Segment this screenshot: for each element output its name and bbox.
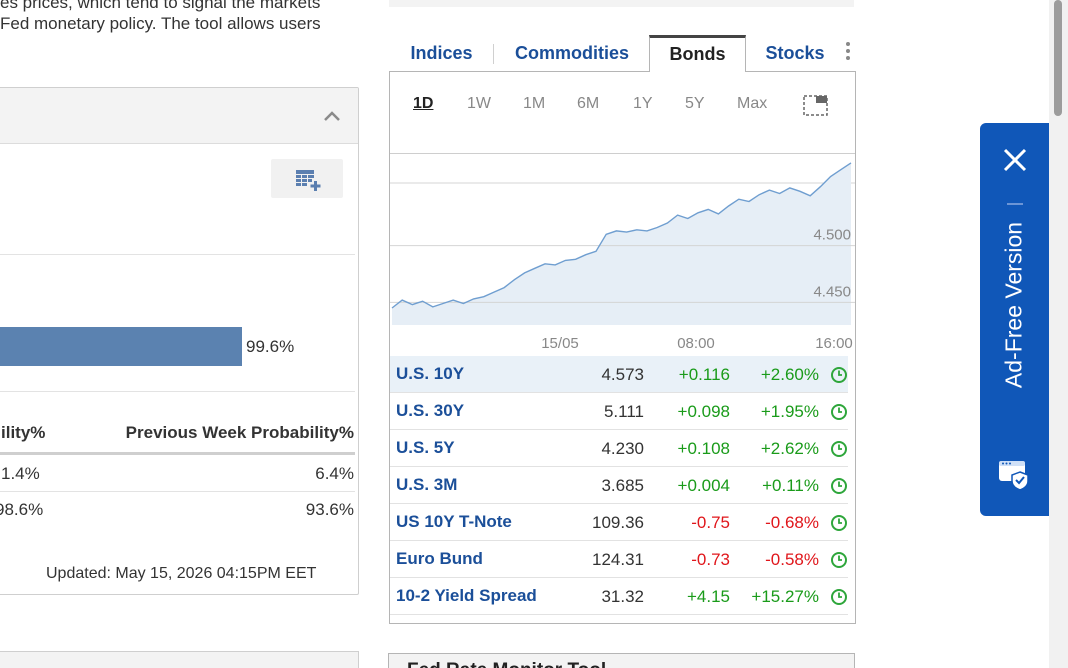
intro-line-1: es prices, which tend to signal the mark… [0, 0, 321, 12]
probability-bar [0, 327, 242, 366]
table-add-icon [296, 170, 321, 191]
clock-icon [831, 367, 847, 383]
bonds-widget: 1D 1W 1M 6M 1Y 5Y Max 4.450 4.500 15/05 08:… [389, 71, 856, 624]
quote-change: +0.004 [677, 476, 730, 495]
clock-icon [831, 441, 847, 457]
quote-row[interactable]: U.S. 5Y 4.230 +0.108 +2.62% [390, 430, 848, 467]
column-header-underline [0, 452, 355, 455]
yield-chart[interactable]: 4.450 4.500 15/05 08:00 16:00 [390, 153, 855, 355]
tab-stocks[interactable]: Stocks [765, 43, 825, 63]
row-1-previous: 6.4% [315, 464, 354, 483]
quote-last: 124.31 [592, 550, 644, 569]
quote-change: +4.15 [686, 587, 730, 606]
clock-icon [831, 404, 847, 420]
quote-name[interactable]: U.S. 30Y [396, 401, 465, 420]
intro-text: es prices, which tend to signal the mark… [0, 0, 360, 34]
quote-name[interactable]: U.S. 10Y [396, 364, 465, 383]
quote-row[interactable]: 10-2 Yield Spread 31.32 +4.15 +15.27% [390, 578, 848, 615]
quote-name[interactable]: U.S. 5Y [396, 438, 455, 457]
x-tick-label: 08:00 [677, 335, 715, 352]
x-tick-label: 15/05 [541, 335, 579, 352]
market-tabs: Indices Commodities Bonds Stocks [389, 35, 856, 72]
column-header-previous: Previous Week Probability% [125, 423, 354, 442]
chevron-up-icon[interactable] [322, 106, 342, 126]
quote-change: +0.098 [677, 402, 730, 421]
quotes-table: U.S. 10Y 4.573 +0.116 +2.60% U.S. 30Y 5.111 +0… [390, 356, 855, 615]
quote-row[interactable]: Euro Bund 124.31 -0.73 -0.58% [390, 541, 848, 578]
intro-line-2: Fed monetary policy. The tool allows use… [0, 14, 321, 33]
quote-name[interactable]: 10-2 Yield Spread [396, 586, 537, 605]
quote-row[interactable]: U.S. 3M 3.685 +0.004 +0.11% [390, 467, 848, 504]
quote-change-percent: -0.58% [765, 550, 819, 569]
range-1y[interactable]: 1Y [633, 95, 653, 112]
quote-last: 3.685 [601, 476, 644, 495]
widget-top-bar [389, 0, 854, 7]
quote-row[interactable]: U.S. 10Y 4.573 +0.116 +2.60% [390, 356, 848, 393]
row-2-previous: 93.6% [305, 500, 354, 519]
page-scrollbar[interactable] [1049, 0, 1068, 668]
y-tick-label: 4.450 [813, 283, 851, 300]
ad-free-tab[interactable]: Ad-Free Version [980, 123, 1049, 516]
ad-free-label[interactable]: Ad-Free Version [1000, 221, 1027, 389]
quote-row[interactable]: U.S. 30Y 5.111 +0.098 +1.95% [390, 393, 848, 430]
probability-panel: 99.6% ility% Previous Week Probability% … [0, 87, 359, 595]
lower-panel [0, 651, 359, 668]
y-tick-label: 4.500 [813, 227, 851, 244]
lower-widget-title: Fed Rate Monitor Tool [407, 660, 606, 668]
quote-last: 5.111 [603, 402, 644, 421]
quote-change-percent: +2.62% [760, 439, 819, 458]
divider [0, 254, 355, 255]
row-2-current: 98.6% [0, 500, 44, 519]
quote-change-percent: +1.95% [760, 402, 819, 421]
updated-timestamp: Updated: May 15, 2026 04:15PM EET [46, 565, 317, 582]
quote-change: +0.116 [678, 365, 730, 384]
clock-icon [831, 552, 847, 568]
quote-last: 4.230 [601, 439, 644, 458]
quote-change-percent: +15.27% [751, 587, 819, 606]
add-table-button[interactable] [271, 159, 343, 198]
quote-change: -0.73 [691, 550, 730, 569]
range-1w[interactable]: 1W [467, 95, 491, 112]
range-5y[interactable]: 5Y [685, 95, 705, 112]
x-tick-label: 16:00 [815, 335, 853, 352]
probability-panel-header[interactable] [0, 88, 358, 144]
quote-change-percent: +2.60% [760, 365, 819, 384]
quote-name[interactable]: U.S. 3M [396, 475, 458, 494]
probability-bar-label: 99.6% [246, 337, 295, 356]
fed-rate-monitor-widget: Fed Rate Monitor Tool [388, 653, 855, 668]
quote-name[interactable]: US 10Y T-Note [396, 512, 512, 531]
chart-line [391, 162, 852, 309]
column-header-current: ility% [1, 423, 46, 442]
quote-last: 4.573 [601, 365, 644, 384]
close-icon[interactable] [1002, 147, 1028, 173]
range-1m[interactable]: 1M [523, 95, 546, 112]
range-max[interactable]: Max [737, 95, 768, 112]
quote-change-percent: -0.68% [765, 513, 819, 532]
divider [1007, 203, 1023, 205]
tab-bonds[interactable]: Bonds [649, 35, 746, 72]
quote-change: -0.75 [691, 513, 730, 532]
row-1-current: 1.4% [1, 464, 40, 483]
tab-commodities[interactable]: Commodities [514, 43, 629, 63]
quote-row[interactable]: US 10Y T-Note 109.36 -0.75 -0.68% [390, 504, 848, 541]
divider [0, 391, 355, 392]
quote-last: 31.32 [601, 587, 644, 606]
range-1d[interactable]: 1D [413, 95, 434, 112]
range-6m[interactable]: 6M [577, 95, 600, 112]
scrollbar-thumb[interactable] [1054, 0, 1062, 116]
tab-separator [493, 44, 494, 64]
quote-change: +0.108 [677, 439, 730, 458]
expand-chart-icon[interactable] [803, 95, 828, 116]
chart-area [392, 162, 851, 325]
quote-last: 109.36 [592, 513, 644, 532]
clock-icon [831, 478, 847, 494]
clock-icon [831, 515, 847, 531]
secure-browser-icon [999, 461, 1029, 491]
more-options-icon[interactable] [844, 42, 852, 66]
tab-indices[interactable]: Indices [410, 43, 473, 63]
divider [0, 491, 355, 492]
quote-change-percent: +0.11% [762, 476, 819, 495]
quote-name[interactable]: Euro Bund [396, 549, 483, 568]
clock-icon [831, 589, 847, 605]
